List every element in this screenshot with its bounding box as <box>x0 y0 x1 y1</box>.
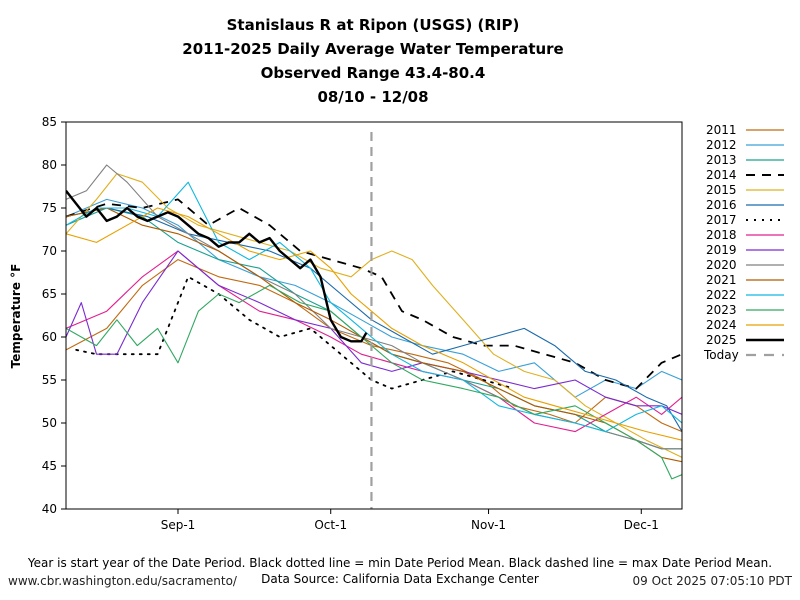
y-tick-label: 60 <box>42 330 57 344</box>
series-line-2011 <box>66 259 682 433</box>
y-axis: 40 45 50 55 60 65 70 75 80 85 <box>42 115 66 516</box>
legend-label: 2012 <box>706 138 737 152</box>
y-tick-label: 85 <box>42 115 57 129</box>
legend-label: 2021 <box>706 273 737 287</box>
series-line-2019 <box>66 250 682 415</box>
legend-label: 2016 <box>706 198 737 212</box>
y-tick-label: 40 <box>42 502 57 516</box>
data-source: Data Source: California Data Exchange Ce… <box>261 572 539 586</box>
site-url[interactable]: www.cbr.washington.edu/sacramento/ <box>8 574 237 588</box>
x-tick-label: Dec-1 <box>624 518 659 532</box>
legend-label: 2013 <box>706 153 737 167</box>
series-line-2024 <box>66 207 682 441</box>
temperature-chart: 40 45 50 55 60 65 70 75 80 85 Sep-1 Oct-1 Nov-1 Dec-… <box>9 115 784 532</box>
legend-label: 2024 <box>706 318 737 332</box>
title-line-1: Stanislaus R at Ripon (USGS) (RIP) <box>226 16 520 34</box>
series-line-2014 <box>66 198 682 390</box>
y-tick-label: 65 <box>42 287 57 301</box>
legend-label: 2018 <box>706 228 737 242</box>
legend-label: 2020 <box>706 258 737 272</box>
chart-title: Stanislaus R at Ripon (USGS) (RIP) 2011-… <box>66 13 680 109</box>
legend-label: 2014 <box>706 168 737 182</box>
y-tick-label: 45 <box>42 459 57 473</box>
legend-label: 2015 <box>706 183 737 197</box>
legend-label-today: Today <box>703 348 739 362</box>
y-tick-label: 75 <box>42 201 57 215</box>
title-line-2: 2011-2025 Daily Average Water Temperatur… <box>182 40 564 58</box>
y-tick-label: 55 <box>42 373 57 387</box>
legend-label: 2017 <box>706 213 737 227</box>
x-axis: Sep-1 Oct-1 Nov-1 Dec-1 <box>161 509 659 532</box>
series-line-2020 <box>66 164 682 450</box>
title-line-4: 08/10 - 12/08 <box>317 88 429 106</box>
series-line-2022 <box>66 181 682 433</box>
series-line-2025 <box>66 190 368 343</box>
timestamp: 09 Oct 2025 07:05:10 PDT <box>632 574 792 588</box>
y-tick-label: 80 <box>42 158 57 172</box>
legend-label: 2023 <box>706 303 737 317</box>
y-tick-label: 50 <box>42 416 57 430</box>
series-line-2023 <box>66 284 682 480</box>
plot-frame <box>65 121 683 510</box>
footer-note: Year is start year of the Date Period. B… <box>27 556 773 570</box>
series-line-2018 <box>66 250 682 433</box>
y-tick-label: 70 <box>42 244 57 258</box>
y-axis-label: Temperature °F <box>9 264 23 369</box>
series-line-2017 <box>75 275 515 390</box>
legend-label: 2019 <box>706 243 737 257</box>
legend-label: 2025 <box>706 333 737 347</box>
x-tick-label: Nov-1 <box>471 518 506 532</box>
legend: 2011201220132014201520162017201820192020… <box>703 123 784 362</box>
series-layer <box>66 132 682 509</box>
title-line-3: Observed Range 43.4-80.4 <box>260 64 486 82</box>
series-line-2013 <box>66 207 682 450</box>
x-tick-label: Sep-1 <box>161 518 196 532</box>
legend-label: 2011 <box>706 123 737 137</box>
legend-label: 2022 <box>706 288 737 302</box>
series-line-2016 <box>66 207 682 432</box>
x-tick-label: Oct-1 <box>314 518 347 532</box>
